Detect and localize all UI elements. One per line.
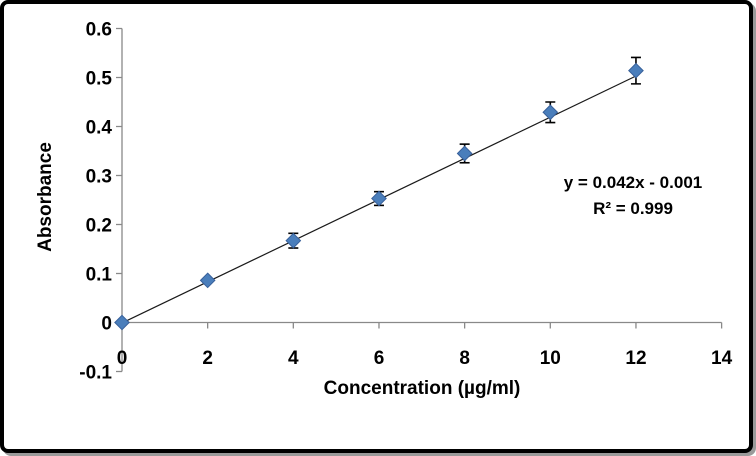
y-tick-label: 0	[101, 314, 112, 335]
y-tick-label: 0.4	[86, 118, 113, 139]
x-tick-label: 2	[202, 348, 213, 369]
trendline-annotation: y = 0.042x - 0.001 R² = 0.999	[523, 170, 743, 222]
equation-line: y = 0.042x - 0.001	[563, 173, 703, 192]
data-point-marker	[114, 314, 130, 331]
data-point-marker	[456, 145, 473, 162]
data-point-marker	[542, 104, 559, 121]
data-point-marker	[371, 190, 387, 207]
calibration-curve-chart: -0.100.10.20.30.40.50.60 2 4 6 8 10 12 14	[79, 20, 733, 384]
x-tick-label: 0	[117, 348, 128, 369]
y-tick-label: 0.3	[86, 167, 112, 188]
x-tick-label: 12	[625, 348, 646, 369]
y-tick-label: 0.6	[86, 20, 112, 41]
x-tick-label: 4	[288, 348, 299, 369]
y-tick-label: 0.5	[86, 69, 113, 90]
y-axis-title: Absorbance	[35, 142, 56, 252]
y-tick-label: 0.1	[86, 265, 113, 286]
y-tick-label: -0.1	[79, 363, 112, 384]
x-tick-label: 14	[711, 348, 733, 369]
data-point-marker	[199, 272, 216, 289]
x-tick-label: 6	[374, 348, 385, 369]
data-point-marker	[628, 62, 644, 79]
y-tick-label: 0.2	[86, 216, 112, 237]
x-tick-label: 10	[540, 348, 561, 369]
data-point-marker	[285, 232, 302, 249]
x-tick-label: 8	[459, 348, 470, 369]
r-squared-line: R² = 0.999	[593, 199, 673, 218]
x-axis-title: Concentration (µg/ml)	[323, 378, 521, 399]
